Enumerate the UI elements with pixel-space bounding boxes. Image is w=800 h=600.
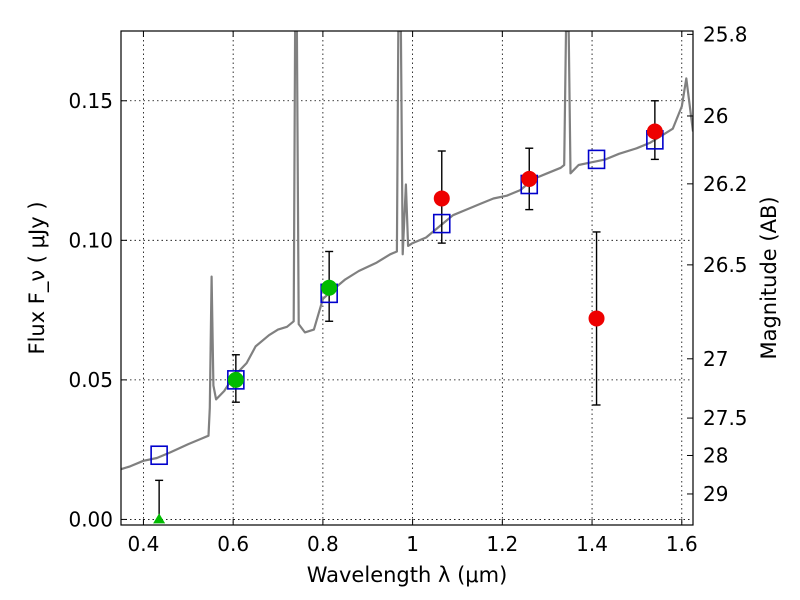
x-tick-label: 0.6 bbox=[217, 532, 249, 556]
plot-frame bbox=[120, 30, 694, 526]
x-axis-title: Wavelength λ (μm) bbox=[307, 563, 508, 587]
grid bbox=[121, 31, 693, 525]
x-tick-label: 0.4 bbox=[128, 532, 160, 556]
x-tick-label: 0.8 bbox=[307, 532, 339, 556]
x-tick-label: 1 bbox=[406, 532, 419, 556]
model-photometry-square bbox=[587, 149, 606, 170]
red-point bbox=[433, 190, 450, 207]
right-tick-label: 26.2 bbox=[703, 172, 748, 196]
points-layer bbox=[150, 123, 664, 524]
y-tick-label: 0.00 bbox=[68, 507, 113, 531]
model-photometry-square bbox=[432, 213, 451, 234]
model-spectrum-layer bbox=[121, 31, 693, 471]
y-tick-label: 0.10 bbox=[68, 228, 113, 252]
ticks bbox=[121, 31, 693, 525]
right-tick-label: 26.5 bbox=[703, 253, 748, 277]
x-tick-label: 1.2 bbox=[486, 532, 518, 556]
red-point bbox=[646, 123, 663, 140]
red-point bbox=[521, 170, 538, 187]
green-point bbox=[153, 513, 166, 524]
x-tick-label: 1.4 bbox=[576, 532, 608, 556]
y-tick-label: 0.15 bbox=[68, 89, 113, 113]
right-tick-label: 27.5 bbox=[703, 406, 748, 430]
y-axis-title: Flux F_ν ( μJy ) bbox=[25, 201, 50, 354]
red-point bbox=[588, 310, 605, 327]
model-spectrum-line bbox=[121, 31, 693, 471]
plot-background bbox=[121, 31, 693, 525]
model-photometry-square bbox=[150, 445, 168, 466]
green-point bbox=[227, 371, 244, 388]
right-tick-label: 27 bbox=[703, 347, 728, 371]
y-tick-label: 0.05 bbox=[68, 368, 113, 392]
right-tick-label: 25.8 bbox=[703, 22, 748, 46]
right-tick-label: 28 bbox=[703, 443, 728, 467]
right-axis-title: Magnitude (AB) bbox=[757, 196, 781, 359]
green-point bbox=[321, 279, 338, 296]
right-tick-label: 26 bbox=[703, 104, 728, 128]
tick-labels: 0.4 0.6 0.8 1 1.2 1.4 1.6 0.00 0.05 0.10 0.15 25.8 2… bbox=[68, 22, 747, 556]
right-tick-label: 29 bbox=[703, 482, 728, 506]
x-tick-label: 1.6 bbox=[666, 532, 698, 556]
